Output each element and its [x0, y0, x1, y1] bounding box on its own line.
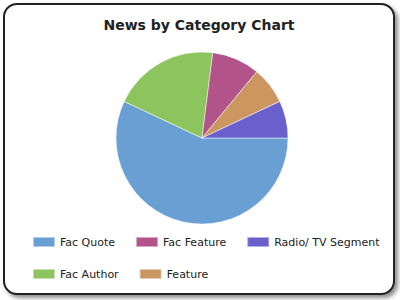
svg-text:Feature: Feature	[167, 268, 209, 281]
svg-text:Fac Feature: Fac Feature	[163, 236, 226, 249]
svg-text:Fac Quote: Fac Quote	[60, 236, 115, 249]
svg-text:Radio/ TV Segment: Radio/ TV Segment	[274, 236, 380, 249]
svg-text:News by Category Chart: News by Category Chart	[103, 17, 294, 33]
svg-text:Fac Author: Fac Author	[60, 268, 119, 281]
